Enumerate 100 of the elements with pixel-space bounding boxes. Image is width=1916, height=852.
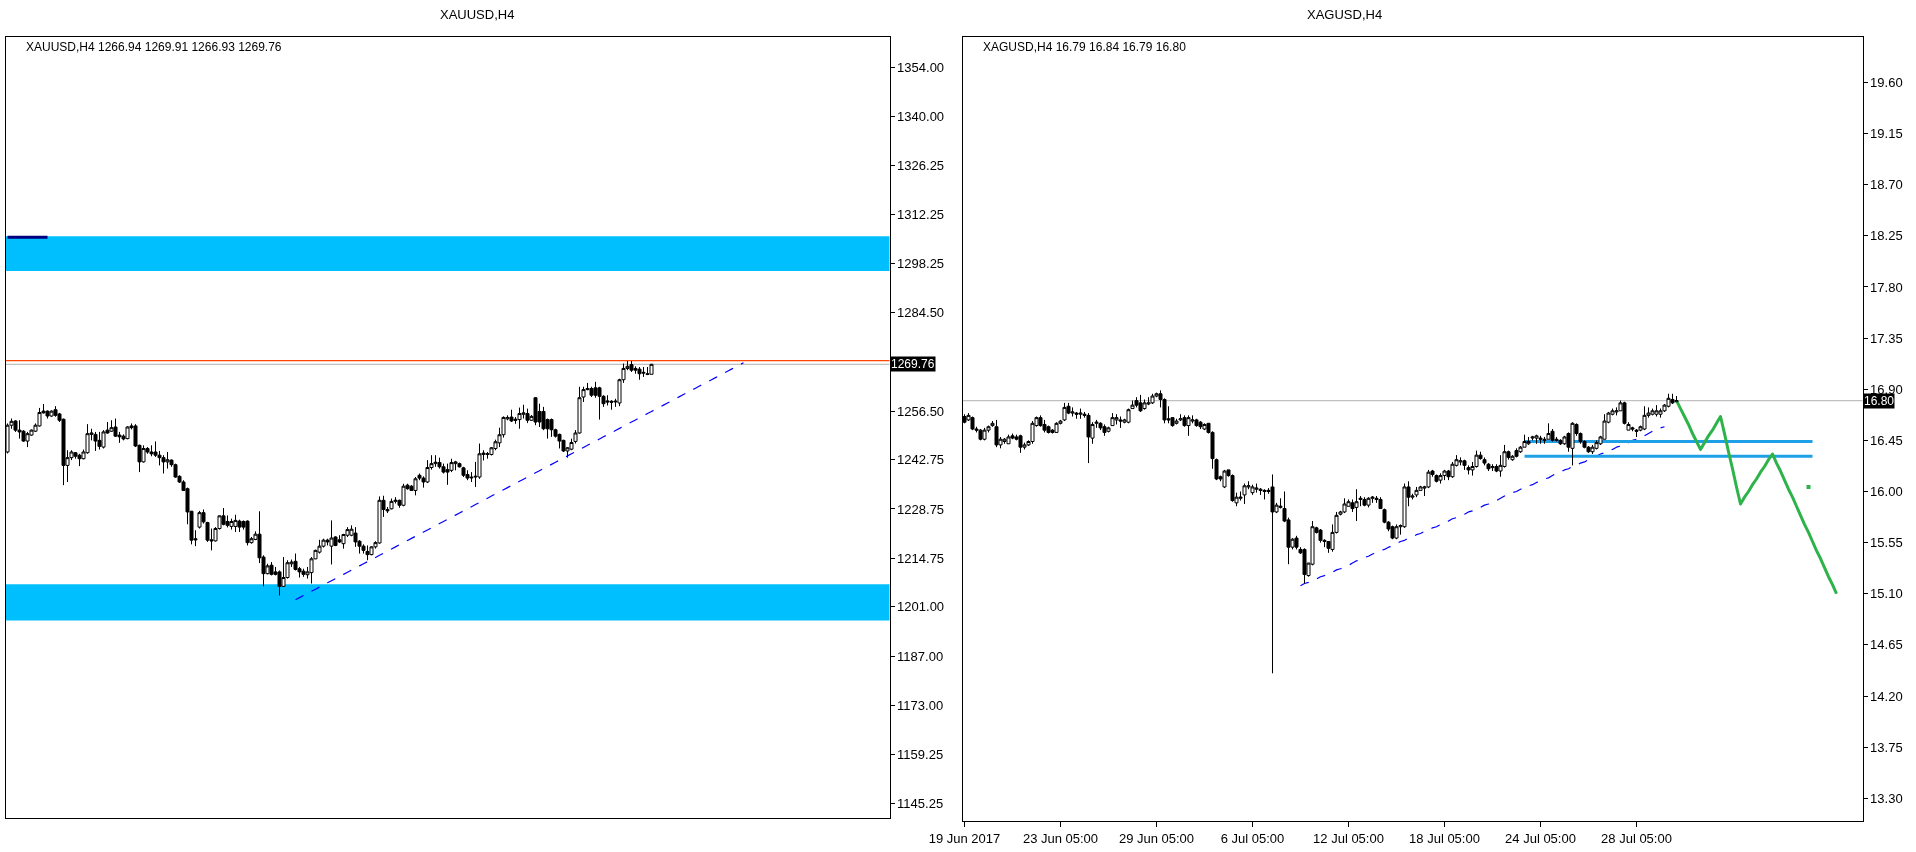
candlestick <box>1254 483 1259 494</box>
candlestick <box>641 366 646 378</box>
candlestick <box>1074 411 1079 420</box>
line-series <box>294 362 745 601</box>
y-tick-label: 13.30 <box>1870 790 1903 806</box>
candlestick <box>221 507 226 526</box>
candlestick <box>317 539 322 555</box>
candlestick <box>485 451 490 460</box>
candlestick <box>1666 393 1671 408</box>
y-tick-label: 1214.75 <box>897 550 945 566</box>
candlestick <box>1414 486 1419 498</box>
candlestick <box>645 366 650 376</box>
x-tick-label: 6 Jul 05:00 <box>1220 830 1285 846</box>
chart-subtitle: XAGUSD,H4 16.79 16.84 16.79 16.80 <box>983 40 1187 54</box>
y-tick-label: 1354.00 <box>897 59 945 75</box>
line-series <box>1299 426 1666 587</box>
candlestick <box>1294 535 1299 550</box>
candlestick <box>93 431 98 452</box>
y-tick-label: 1256.50 <box>897 403 945 419</box>
candlestick <box>413 476 418 496</box>
y-tick-label: 14.65 <box>1870 637 1903 653</box>
y-tick-label: 18.70 <box>1870 177 1903 193</box>
candlestick <box>1658 408 1663 419</box>
candlestick <box>629 360 634 373</box>
candlestick <box>465 469 470 481</box>
candlestick <box>437 457 442 470</box>
candlestick <box>1458 456 1463 466</box>
candlestick <box>1194 418 1199 428</box>
candlestick <box>173 463 178 479</box>
y-tick-label: 17.35 <box>1870 330 1903 346</box>
candlestick <box>1570 421 1575 466</box>
candlestick <box>1142 398 1147 411</box>
candlestick <box>1394 523 1399 540</box>
candlestick <box>1434 473 1439 483</box>
candlestick <box>1466 464 1471 475</box>
y-tick-label: 1326.25 <box>897 157 945 173</box>
candlestick <box>1146 396 1151 406</box>
y-tick-label: 1145.25 <box>897 795 944 811</box>
candlestick <box>1270 473 1275 674</box>
candlestick <box>1438 472 1443 485</box>
x-tick-label: 28 Jul 05:00 <box>1601 830 1672 846</box>
candlestick <box>37 407 42 428</box>
y-tick-label: 1201.00 <box>897 599 945 615</box>
candlestick <box>557 433 562 449</box>
candlestick <box>1134 396 1139 408</box>
candlestick <box>978 428 983 441</box>
ref-line-label: 16.80 <box>1864 394 1895 408</box>
candlestick <box>1530 435 1535 441</box>
ref-line-label: 1269.76 <box>891 357 935 371</box>
candlestick <box>1366 496 1371 508</box>
candlestick <box>982 427 987 441</box>
candlestick <box>1002 437 1007 445</box>
candlestick <box>1250 484 1255 496</box>
y-tick-label: 16.45 <box>1870 432 1903 448</box>
candlestick <box>197 510 202 530</box>
candlestick <box>1546 422 1551 440</box>
candlestick <box>609 399 614 411</box>
candlestick <box>649 363 654 375</box>
candlestick <box>425 459 430 484</box>
candlestick <box>1038 414 1043 428</box>
candlestick <box>161 454 166 475</box>
chart-title: XAGUSD,H4 <box>1307 7 1383 22</box>
x-tick-label: 18 Jul 05:00 <box>1409 830 1480 846</box>
candlestick <box>533 396 538 426</box>
y-tick-label: 1159.25 <box>897 746 944 762</box>
candlestick <box>1634 428 1639 438</box>
candlestick <box>1006 434 1011 445</box>
candlestick <box>1370 495 1375 504</box>
candlestick <box>301 568 306 578</box>
chart-title: XAUUSD,H4 <box>440 7 515 22</box>
y-tick-label: 1187.00 <box>897 648 944 664</box>
candlestick <box>1118 416 1123 429</box>
candlestick <box>1054 421 1059 433</box>
y-tick-label: 1298.25 <box>897 256 945 272</box>
candlestick <box>549 418 554 438</box>
candlestick <box>25 431 30 448</box>
candlestick <box>994 419 999 448</box>
y-tick-label: 19.60 <box>1870 75 1903 90</box>
candlestick <box>1654 404 1659 417</box>
candlestick <box>1362 496 1367 507</box>
candlestick <box>1558 439 1563 446</box>
x-tick-label: 12 Jul 05:00 <box>1313 830 1384 846</box>
candlestick <box>453 460 458 471</box>
candlestick <box>389 498 394 510</box>
y-tick-label: 15.10 <box>1870 586 1903 602</box>
candlestick <box>1442 469 1447 481</box>
candlestick <box>1242 483 1247 505</box>
candlestick <box>1198 420 1203 430</box>
y-tick-label: 16.90 <box>1870 381 1903 397</box>
candlestick <box>149 444 154 457</box>
candlestick <box>1594 439 1599 450</box>
candlestick <box>237 519 242 533</box>
candlestick <box>605 394 610 406</box>
candlestick <box>1302 547 1307 585</box>
candlestick <box>1222 469 1227 489</box>
candlestick <box>637 366 642 381</box>
y-tick-label: 1242.75 <box>897 452 945 468</box>
candlestick <box>17 419 22 440</box>
candlestick <box>525 408 530 424</box>
candlestick <box>1590 444 1595 455</box>
